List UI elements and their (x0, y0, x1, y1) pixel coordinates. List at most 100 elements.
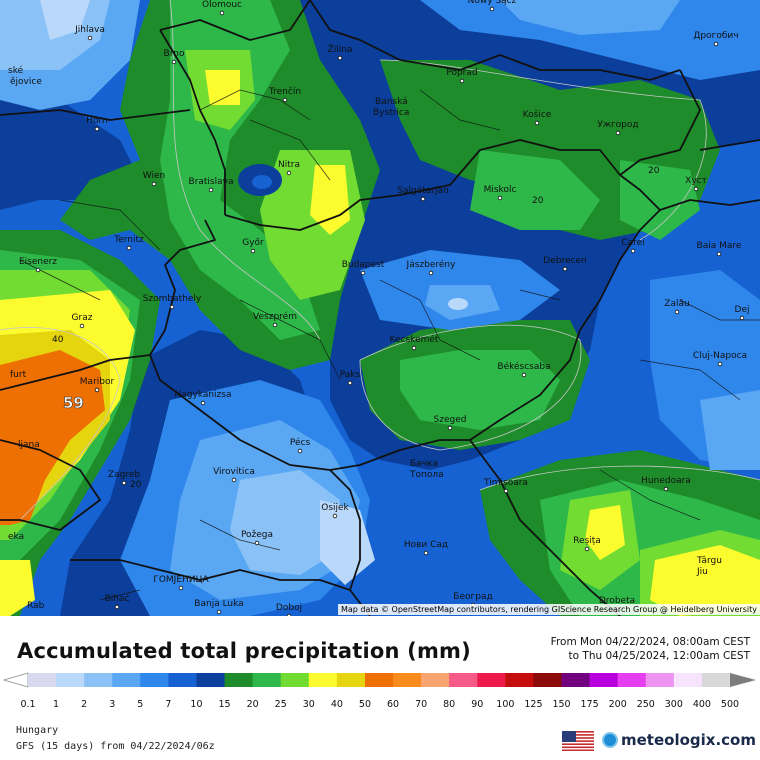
scale-swatch (364, 673, 394, 687)
city-marker (674, 309, 680, 315)
city-marker (94, 387, 100, 393)
city-marker (286, 170, 292, 176)
precip-zone-1-2-nw (40, 0, 90, 40)
city-marker (562, 266, 568, 272)
city-label: Olomouc (202, 0, 242, 10)
brand-logo[interactable]: meteologix.com (602, 731, 756, 749)
city-label: Salgótarján (397, 185, 448, 196)
city-horn: Horn (86, 116, 108, 132)
meteologix-logo-icon (602, 732, 618, 748)
city-wien: Wien (143, 171, 165, 187)
city-marker (200, 400, 206, 406)
city-baia-mare: Baia Mare (697, 241, 742, 257)
city-ské: ské (8, 65, 24, 76)
us-flag-icon[interactable] (562, 731, 594, 751)
city-marker (169, 304, 175, 310)
city-marker (447, 425, 453, 431)
city-label: Nowy Sącz (468, 0, 517, 6)
scale-tick-label: 50 (359, 699, 371, 709)
scale-tick-label: 2 (81, 699, 87, 709)
scale-tick-label: 30 (303, 699, 315, 709)
city-poprad: Poprad (446, 68, 478, 84)
city-marker (420, 196, 426, 202)
city-kecskemét: Kecskemét (390, 334, 439, 351)
city-label: Београд (453, 592, 492, 602)
city-banská: Banská (375, 97, 408, 107)
precipitation-map[interactable]: Olomouc Nowy Sącz Дрогобич Jihlava Brno Žilin… (0, 0, 760, 616)
city-budapest: Budapest (342, 260, 385, 276)
city-label: Carei (621, 238, 644, 248)
city-marker (716, 251, 722, 257)
scale-tick-label: 80 (443, 699, 455, 709)
city-marker (630, 248, 636, 254)
city-label: Eisenerz (19, 257, 57, 267)
city-graz: Graz (72, 313, 93, 329)
scale-tick-label: 1 (53, 699, 59, 709)
scale-swatch (589, 673, 619, 687)
city-bratislava: Bratislava (189, 177, 233, 193)
scale-tick-label: 0.1 (20, 699, 35, 709)
scale-tick-label: 100 (496, 699, 514, 709)
city-marker (360, 270, 366, 276)
scale-tick-label: 70 (415, 699, 427, 709)
city-bystrica: Bystrica (373, 108, 409, 118)
city-label: Топола (409, 470, 444, 480)
city-label: Nitra (278, 160, 300, 170)
scale-swatch (280, 673, 310, 687)
scale-swatch (336, 673, 366, 687)
city-label: Žilina (328, 43, 353, 55)
city-label: Požega (241, 530, 273, 540)
city-label: Miskolc (484, 185, 517, 195)
city-marker (286, 613, 292, 616)
city-label: furt (10, 370, 27, 380)
scale-swatch (673, 673, 703, 687)
city-brno: Brno (164, 49, 185, 65)
city-label: Cluj-Napoca (693, 351, 747, 361)
city-label: Hunedoara (641, 476, 691, 486)
scale-swatch (701, 673, 731, 687)
scale-tick-label: 10 (190, 699, 202, 709)
city-label: ljana (18, 440, 40, 450)
city-label: Jihlava (74, 25, 105, 35)
city-marker (35, 267, 41, 273)
country-borders (0, 0, 760, 616)
city-label: Jiu (696, 567, 708, 577)
city-marker (94, 126, 100, 132)
scale-low-arrow (2, 672, 29, 688)
scale-swatch (84, 673, 113, 687)
city-banja-luka: Banja Luka (194, 599, 244, 615)
city-label: Trenčín (268, 86, 301, 97)
scale-tick-label: 500 (721, 699, 739, 709)
city-nowy-sącz: Nowy Sącz (468, 0, 517, 12)
regional-borders (19, 89, 760, 601)
scale-swatch (168, 673, 197, 687)
scale-tick-label: 15 (219, 699, 231, 709)
city-label: Szombathely (143, 294, 202, 304)
city-hunedoara: Hunedoara (641, 476, 691, 492)
scale-tick-label: 200 (609, 699, 627, 709)
precip-zone-30-40-sw (0, 560, 35, 616)
city-jászberény: Jászberény (406, 259, 456, 276)
city-label: Bystrica (373, 108, 409, 118)
contour-label: 20 (130, 480, 142, 490)
city-marker (497, 195, 503, 201)
city-marker (216, 609, 222, 615)
city-label: Wien (143, 171, 165, 181)
city-marker (332, 513, 338, 519)
city-label: Timișoara (483, 478, 528, 488)
city-paks: Paks (340, 370, 361, 386)
city-békéscsaba: Békéscsaba (497, 361, 551, 378)
city-marker (713, 41, 719, 47)
scale-tick-label: 20 (247, 699, 259, 709)
city-ternitz: Ternitz (113, 235, 144, 251)
city-jihlava: Jihlava (74, 25, 105, 41)
scale-tick-label: 40 (331, 699, 343, 709)
city-топола: Топола (409, 470, 444, 480)
city-marker (534, 120, 540, 126)
city-žilina: Žilina (328, 43, 353, 61)
precip-zone-30-40-north (205, 70, 240, 105)
city-marker (79, 323, 85, 329)
city-ljana: ljana (18, 440, 40, 450)
model-run: GFS (15 days) from 04/22/2024/06z (16, 741, 215, 752)
scale-tick-label: 300 (665, 699, 683, 709)
